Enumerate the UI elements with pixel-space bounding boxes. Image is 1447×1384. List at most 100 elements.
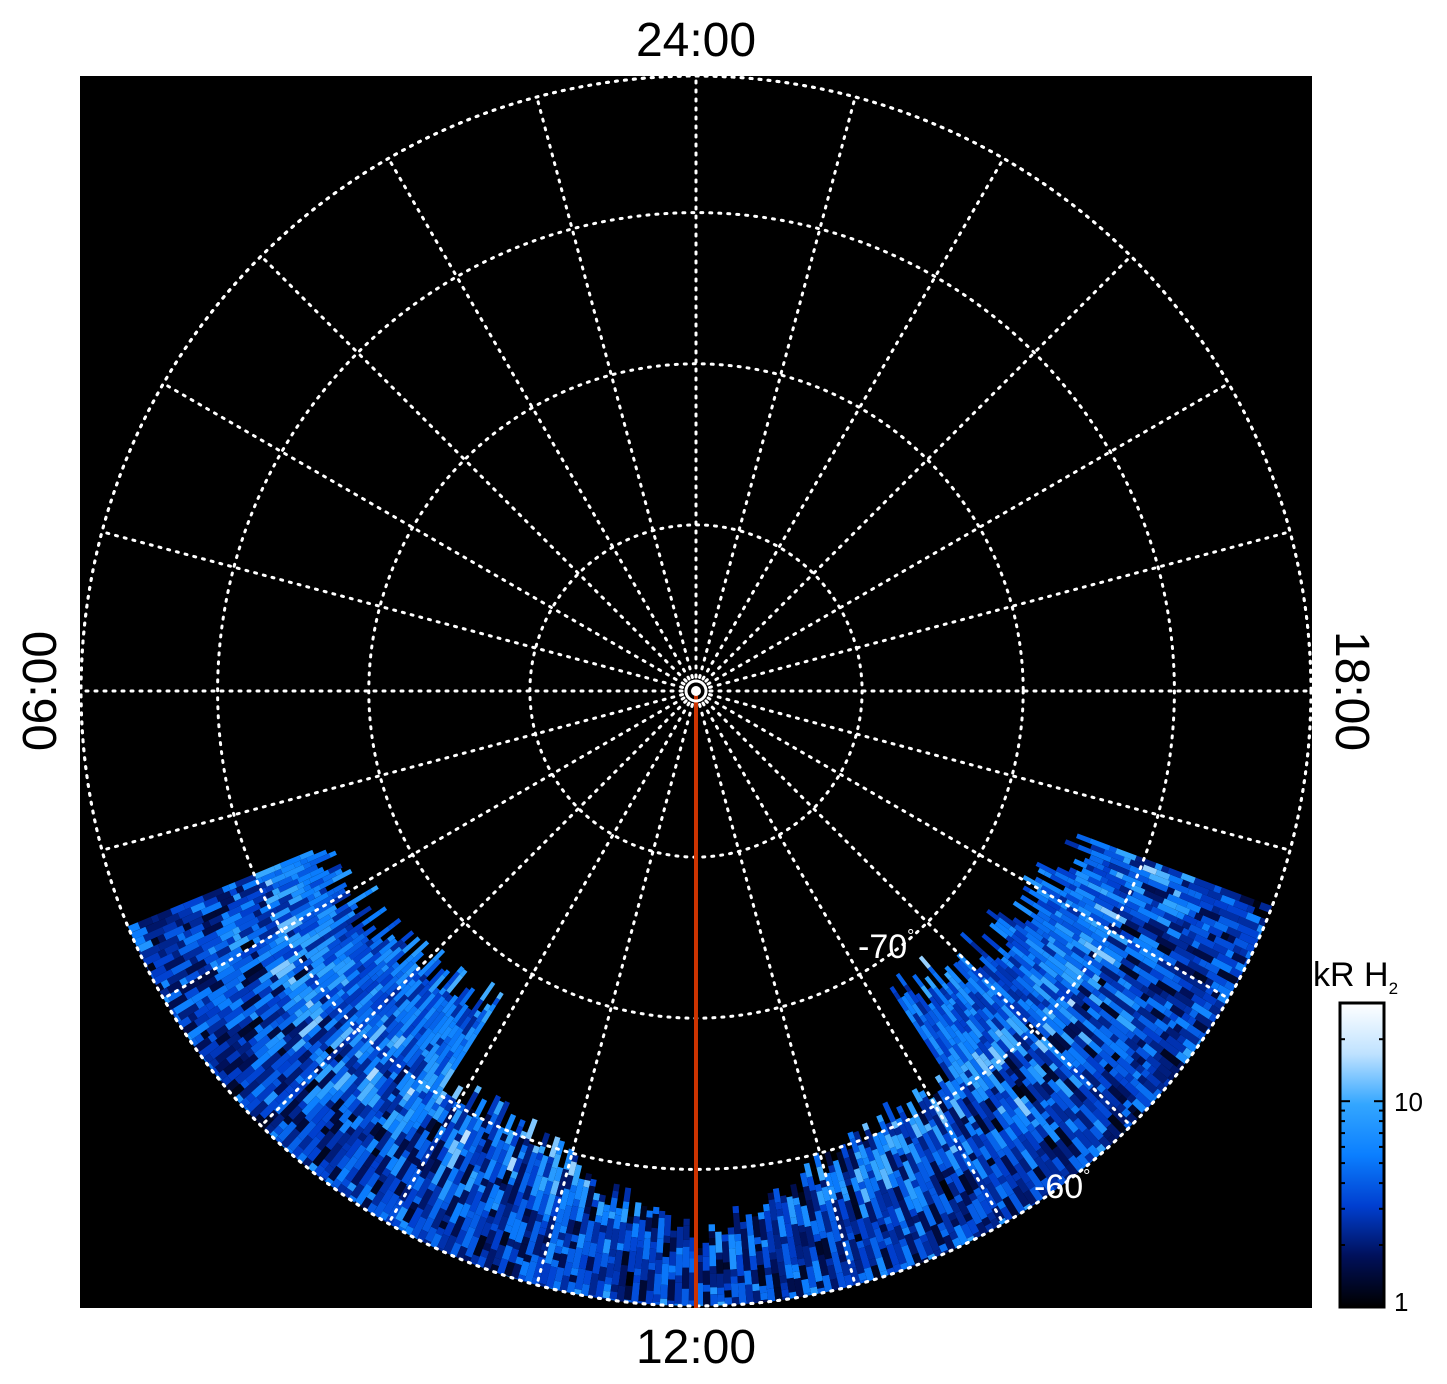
emission-cell xyxy=(1137,906,1159,921)
emission-cell xyxy=(976,1086,990,1102)
emission-cell xyxy=(225,977,241,991)
emission-cell xyxy=(974,1047,984,1057)
emission-cell xyxy=(869,1176,881,1193)
emission-cell xyxy=(339,935,354,949)
emission-cell xyxy=(613,1214,622,1230)
emission-cell xyxy=(1067,1021,1082,1036)
emission-cell xyxy=(931,1193,947,1215)
emission-cell xyxy=(1078,912,1087,921)
emission-cell xyxy=(885,1150,899,1172)
emission-cell xyxy=(739,1221,747,1230)
emission-cell xyxy=(263,932,279,945)
emission-cell xyxy=(390,939,404,952)
emission-cell xyxy=(350,931,360,940)
emission-cell xyxy=(981,1030,995,1045)
emission-cell xyxy=(898,1123,910,1139)
emission-cell xyxy=(555,1208,565,1224)
emission-cell xyxy=(882,1143,891,1153)
emission-cell xyxy=(569,1241,578,1250)
emission-cell xyxy=(806,1176,816,1192)
emission-cell xyxy=(351,1061,361,1071)
emission-cell xyxy=(962,1040,976,1055)
emission-cell xyxy=(883,1216,893,1226)
emission-cell xyxy=(1115,1014,1137,1033)
emission-cell xyxy=(611,1270,621,1286)
emission-cell xyxy=(264,955,286,973)
emission-cell xyxy=(256,943,272,957)
emission-cell xyxy=(1000,1080,1019,1101)
emission-cell xyxy=(1191,1002,1213,1020)
emission-cell xyxy=(588,1206,598,1222)
emission-cell xyxy=(609,1228,620,1251)
emission-cell xyxy=(214,965,236,982)
emission-cell xyxy=(1083,903,1105,919)
emission-cell xyxy=(954,1210,968,1227)
emission-cell xyxy=(314,1047,324,1057)
emission-cell xyxy=(548,1136,561,1158)
emission-cell xyxy=(436,1166,453,1189)
emission-cell xyxy=(1219,887,1242,902)
emission-cell xyxy=(163,955,186,972)
emission-cell xyxy=(225,1050,242,1065)
emission-cell xyxy=(625,1271,635,1287)
emission-cell xyxy=(1213,935,1236,952)
emission-cell xyxy=(383,1070,392,1080)
emission-cell xyxy=(881,1192,893,1208)
emission-cell xyxy=(724,1290,732,1298)
emission-cell xyxy=(1143,889,1165,904)
emission-cell xyxy=(520,1144,528,1153)
emission-cell xyxy=(1118,916,1128,925)
emission-cell xyxy=(657,1217,665,1239)
emission-cell xyxy=(901,1226,911,1236)
emission-cell xyxy=(948,1231,959,1241)
emission-cell xyxy=(1211,905,1221,915)
emission-cell xyxy=(904,1009,917,1024)
emission-cell xyxy=(481,1132,490,1141)
emission-cell xyxy=(416,1125,426,1135)
emission-cell xyxy=(324,1164,335,1175)
emission-cell xyxy=(314,918,335,934)
emission-cell xyxy=(260,955,276,968)
emission-cell xyxy=(332,882,348,894)
emission-cell xyxy=(1202,992,1218,1006)
emission-cell xyxy=(1097,1075,1113,1090)
emission-cell xyxy=(862,1157,871,1166)
emission-cell xyxy=(553,1166,564,1182)
emission-cell xyxy=(912,1113,928,1135)
emission-cell xyxy=(639,1205,648,1221)
emission-cell xyxy=(602,1290,611,1299)
emission-cell xyxy=(367,1093,382,1109)
emission-cell xyxy=(929,996,946,1016)
emission-cell xyxy=(911,1088,924,1103)
emission-cell xyxy=(405,1131,422,1153)
emission-cell xyxy=(453,987,470,1007)
emission-cell xyxy=(600,1211,610,1226)
emission-cell xyxy=(1029,967,1044,981)
emission-cell xyxy=(886,1187,901,1210)
emission-cell xyxy=(435,1226,446,1236)
emission-cell xyxy=(1190,993,1207,1008)
emission-cell xyxy=(353,1149,371,1171)
emission-cell xyxy=(440,1151,453,1167)
emission-cell xyxy=(922,1204,937,1227)
emission-cell xyxy=(1036,888,1051,900)
pole-marker xyxy=(684,679,708,703)
emission-cell xyxy=(346,892,367,908)
emission-cell xyxy=(879,1168,893,1190)
emission-cell xyxy=(1176,911,1186,920)
emission-cell xyxy=(590,1221,601,1244)
emission-cell xyxy=(925,1229,941,1252)
emission-cell xyxy=(1053,1067,1068,1083)
emission-cell xyxy=(903,984,912,993)
emission-cell xyxy=(299,1060,320,1080)
emission-cell xyxy=(854,1233,863,1243)
emission-cell xyxy=(332,1178,342,1189)
emission-cell xyxy=(1011,1000,1031,1020)
emission-cell xyxy=(1193,877,1216,892)
emission-cell xyxy=(554,1266,565,1283)
emission-cell xyxy=(1194,912,1204,922)
emission-cell xyxy=(636,1240,644,1249)
emission-cell xyxy=(352,946,373,964)
emission-cell xyxy=(821,1186,831,1202)
emission-cell xyxy=(307,1024,322,1039)
